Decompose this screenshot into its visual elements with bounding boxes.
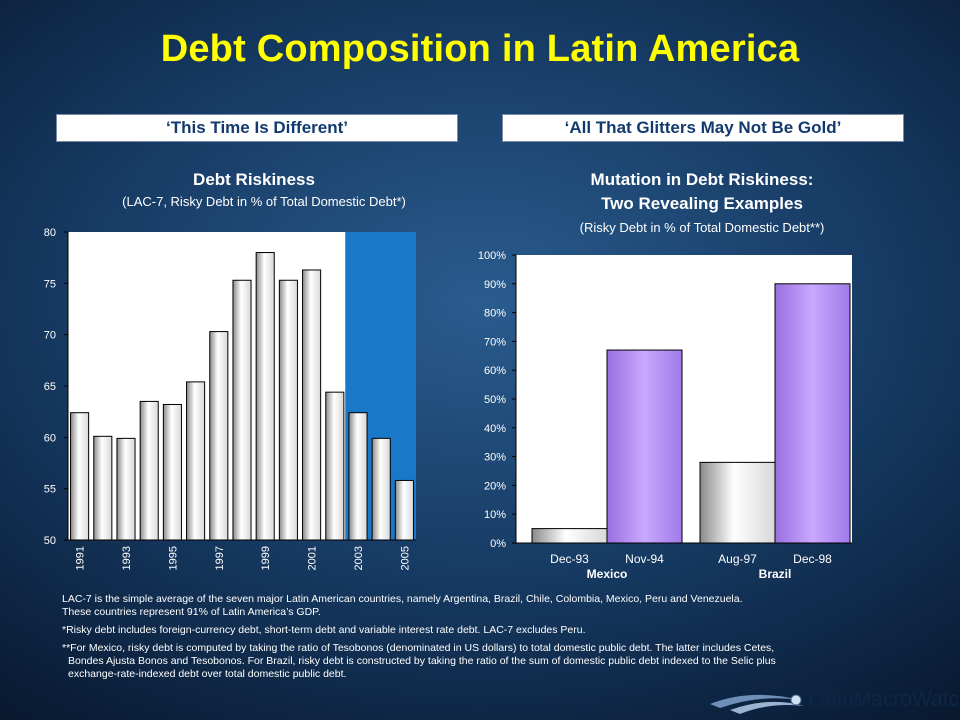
footnote-mexico-brazil: **For Mexico, risky debt is computed by … [62, 642, 902, 681]
logo: LatinMacroWatch [700, 680, 960, 720]
right-data-label: 67% [633, 331, 655, 343]
banner-all-that-glitters: ‘All That Glitters May Not Be Gold’ [502, 114, 904, 142]
footnote-risky-debt: *Risky debt includes foreign-currency de… [62, 624, 586, 636]
left-ytick-label: 70 [44, 330, 56, 342]
left-bar-2003 [348, 412, 368, 541]
right-ytick-label: 30% [484, 452, 506, 464]
logo-text: LatinMacroWatch [808, 688, 960, 711]
left-ytick-label: 60 [44, 432, 56, 444]
right-chart-title-line2: Two Revealing Examples [601, 194, 803, 213]
right-bar-Dec-93 [531, 528, 608, 544]
left-bar-2001 [302, 269, 322, 541]
left-bar-2000 [278, 279, 298, 541]
left-bar-1997 [209, 331, 229, 541]
banner-this-time-is-different: ‘This Time Is Different’ [56, 114, 458, 142]
right-ytick-label: 60% [484, 365, 506, 377]
left-bar-1998 [232, 279, 252, 541]
right-group-label-mexico: Mexico [587, 567, 628, 581]
right-ytick-label: 20% [484, 480, 506, 492]
left-bar-1993 [116, 437, 136, 541]
right-ytick-label: 70% [484, 336, 506, 348]
right-ytick-label: 10% [484, 509, 506, 521]
left-chart-subtitle: (LAC-7, Risky Debt in % of Total Domesti… [122, 194, 406, 209]
right-data-label: 5% [562, 510, 578, 522]
left-bar-2002 [325, 391, 345, 541]
left-ytick-label: 50 [44, 535, 56, 547]
left-xtick-label: 1991 [75, 546, 87, 570]
right-bar-Nov-94 [606, 349, 683, 544]
right-xtick-label: Aug-97 [718, 552, 757, 566]
footnote-mb-line1: **For Mexico, risky debt is computed by … [62, 642, 775, 654]
right-bar-Aug-97 [699, 461, 776, 544]
footnote-mb-line2: Bondes Ajusta Bonos and Tesobonos. For B… [68, 655, 776, 667]
right-ytick-label: 100% [478, 250, 506, 262]
right-xtick-label: Nov-94 [625, 552, 664, 566]
left-xtick-label: 1997 [214, 546, 226, 570]
right-data-label: 28% [726, 443, 748, 455]
right-xtick-label: Dec-98 [793, 552, 832, 566]
right-ytick-label: 0% [490, 538, 506, 550]
left-xtick-label: 2003 [353, 546, 365, 570]
right-ytick-label: 50% [484, 394, 506, 406]
left-bar-1994 [139, 400, 159, 541]
right-ytick-label: 90% [484, 279, 506, 291]
left-ytick-label: 75 [44, 278, 56, 290]
left-xtick-label: 1995 [167, 546, 179, 570]
footnote-lac7-line2: These countries represent 91% of Latin A… [62, 606, 321, 618]
right-chart-title-line1: Mutation in Debt Riskiness: [590, 170, 814, 189]
left-xtick-label: 1993 [121, 546, 133, 570]
right-group-label-brazil: Brazil [759, 567, 792, 581]
left-bar-1991 [70, 412, 90, 541]
right-data-label: 90% [801, 265, 823, 277]
right-ytick-label: 40% [484, 423, 506, 435]
left-ytick-label: 55 [44, 484, 56, 496]
globe-swoosh-icon [710, 694, 804, 714]
left-bar-1992 [93, 435, 113, 541]
left-bar-2004 [371, 437, 391, 541]
footnote-lac7-line1: LAC-7 is the simple average of the seven… [62, 593, 743, 605]
left-xtick-label: 1999 [260, 546, 272, 570]
left-xtick-label: 2005 [399, 546, 411, 570]
left-xtick-label: 2001 [307, 546, 319, 570]
footnote-mb-line3: exchange-rate-indexed debt over total do… [68, 668, 347, 680]
right-ytick-label: 80% [484, 308, 506, 320]
left-bar-1999 [255, 252, 275, 541]
left-chart-title: Debt Riskiness [193, 170, 315, 189]
right-xtick-label: Dec-93 [550, 552, 589, 566]
right-bar-Dec-98 [774, 283, 851, 544]
left-bar-1995 [162, 403, 182, 541]
page-title: Debt Composition in Latin America [160, 28, 800, 70]
left-bar-1996 [186, 381, 206, 541]
footnote-lac7: LAC-7 is the simple average of the seven… [62, 593, 902, 619]
left-bar-2005 [394, 479, 414, 541]
right-chart-subtitle: (Risky Debt in % of Total Domestic Debt*… [579, 220, 825, 235]
left-ytick-label: 80 [44, 227, 56, 239]
left-ytick-label: 65 [44, 381, 56, 393]
